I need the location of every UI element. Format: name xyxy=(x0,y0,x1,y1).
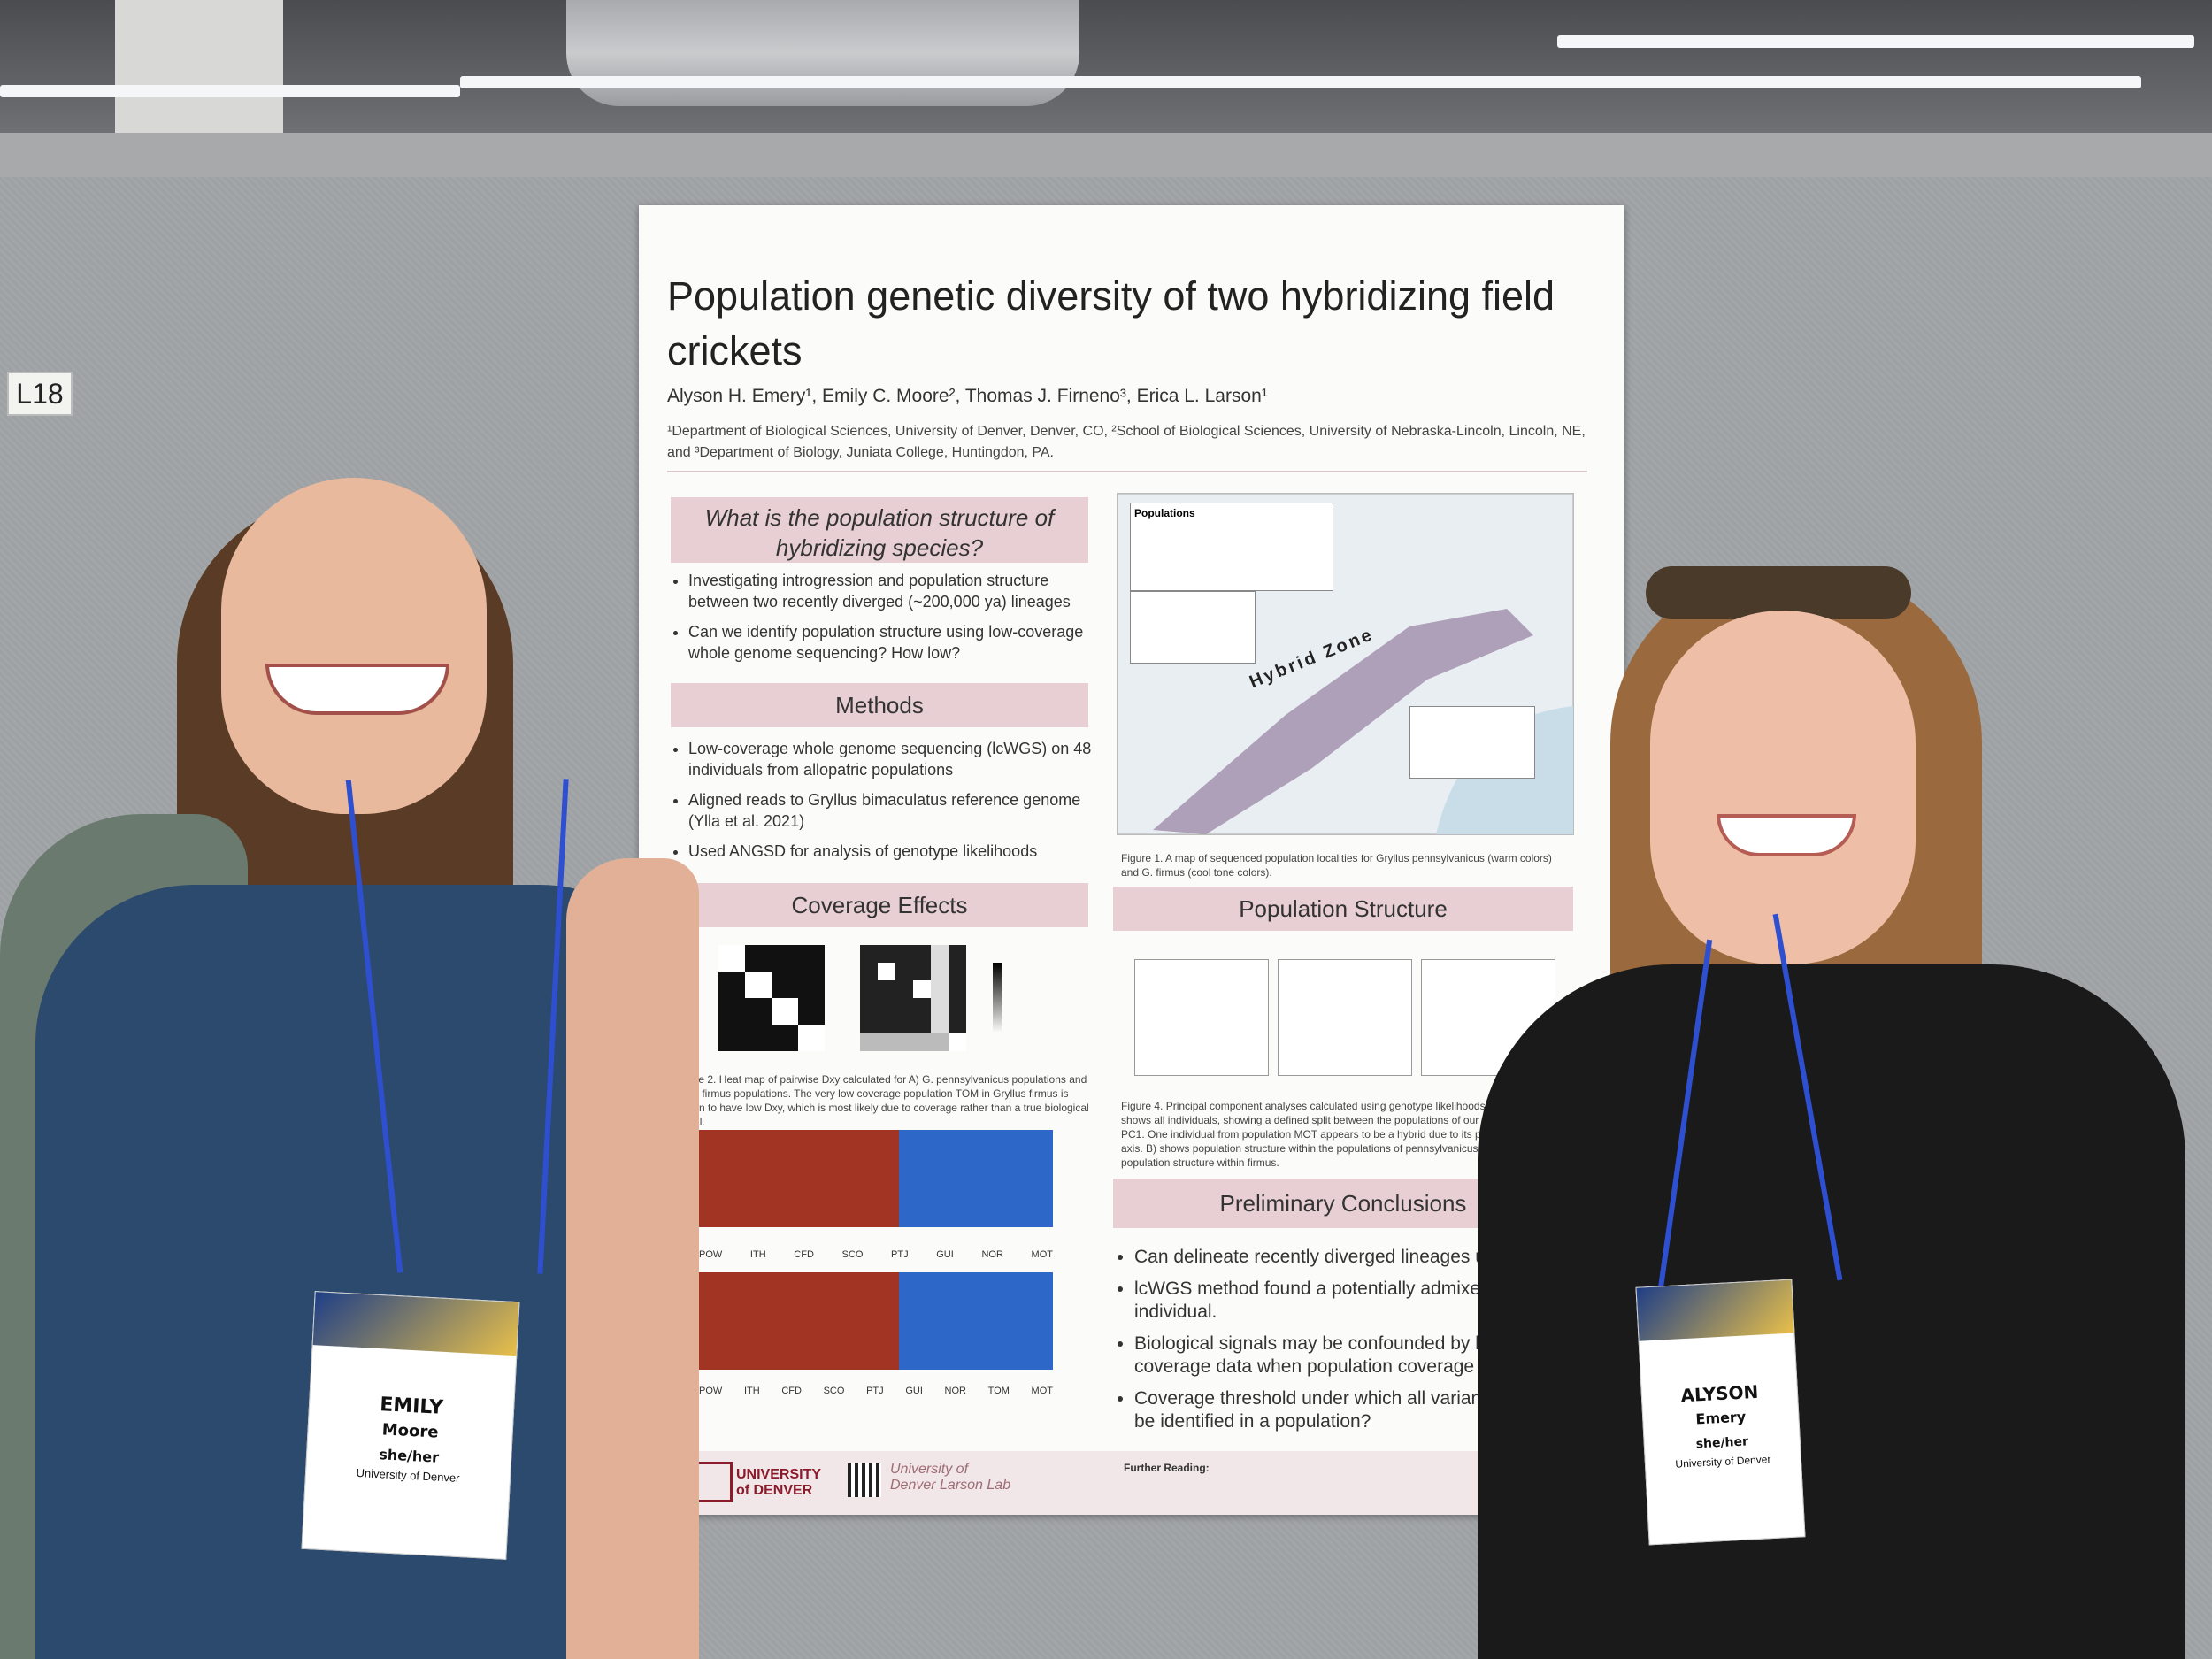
methods-heading: Methods xyxy=(671,683,1088,727)
admix-bar-red xyxy=(699,1272,900,1370)
poster: Population genetic diversity of two hybr… xyxy=(639,205,1624,1515)
pop-labels-bottom: POW ITH CFD SCO PTJ GUI NOR TOM MOT xyxy=(699,1386,1053,1396)
badge-header xyxy=(1636,1279,1794,1341)
cricket-inset-pennsylvanicus xyxy=(1130,591,1256,664)
figure4-caption: Figure 4. Principal component analyses c… xyxy=(1121,1100,1566,1169)
ceiling xyxy=(0,0,2212,133)
name-badge-alyson: ALYSON Emery she/her University of Denve… xyxy=(1635,1279,1806,1546)
pop-label: POW xyxy=(699,1249,723,1260)
list-item: Coverage threshold under which all varia… xyxy=(1134,1387,1577,1433)
hybrid-zone-band xyxy=(1153,609,1533,834)
methods-bullets: Low-coverage whole genome sequencing (lc… xyxy=(671,738,1104,871)
pop-label: POW xyxy=(699,1386,723,1396)
structure-heading: Population Structure xyxy=(1113,887,1573,931)
pop-label: SCO xyxy=(841,1249,864,1260)
black-shirt xyxy=(1478,964,2185,1659)
list-item: Used ANGSD for analysis of genotype like… xyxy=(688,841,1104,862)
list-item: Biological signals may be confounded by … xyxy=(1134,1333,1577,1379)
pop-label: ITH xyxy=(743,1386,760,1396)
figure2-caption: Figure 2. Heat map of pairwise Dxy calcu… xyxy=(674,1073,1089,1128)
admix-bar-blue xyxy=(899,1272,1053,1370)
question-heading: What is the population structure of hybr… xyxy=(671,497,1088,563)
pop-label: NOR xyxy=(981,1249,1003,1260)
poster-authors: Alyson H. Emery¹, Emily C. Moore², Thoma… xyxy=(667,386,1268,406)
list-item: Investigating introgression and populati… xyxy=(688,570,1104,612)
qr-code-icon xyxy=(848,1463,881,1497)
question-bullets: Investigating introgression and populati… xyxy=(671,570,1104,672)
figure1-caption: Figure 1. A map of sequenced population … xyxy=(1121,852,1552,879)
university-name: UNIVERSITY of DENVER xyxy=(736,1467,821,1498)
smile xyxy=(265,664,449,715)
badge-header xyxy=(312,1292,519,1356)
heatmap-a xyxy=(718,945,825,1051)
lab-name: University of Denver Larson Lab xyxy=(890,1462,1011,1493)
pop-label: PTJ xyxy=(891,1249,909,1260)
ceiling-light xyxy=(1557,35,2194,48)
pop-labels-top: POW ITH CFD SCO PTJ GUI NOR MOT xyxy=(699,1249,1053,1260)
divider xyxy=(667,471,1587,472)
board-frame xyxy=(0,133,2212,177)
pop-label: MOT xyxy=(1031,1249,1053,1260)
admix-bar-blue xyxy=(899,1130,1053,1227)
person-right xyxy=(1460,549,2212,1659)
admix-bar-red xyxy=(699,1130,900,1227)
admixture-plot-bottom xyxy=(699,1272,1053,1370)
pop-label: CFD xyxy=(794,1249,814,1260)
pop-label: ITH xyxy=(749,1249,766,1260)
coverage-heading: Coverage Effects xyxy=(671,883,1088,927)
poster-title: Population genetic diversity of two hybr… xyxy=(667,273,1555,373)
legend-title: Populations xyxy=(1134,507,1195,519)
name-badge-emily: EMILY Moore she/her University of Denver xyxy=(301,1291,520,1560)
pillar xyxy=(115,0,283,133)
dxy-heatmaps xyxy=(718,945,1002,1051)
booth-tag: L18 xyxy=(7,372,73,416)
pop-label: MOT xyxy=(1031,1386,1053,1396)
map-legend: Populations xyxy=(1130,503,1333,591)
right-arm xyxy=(566,858,699,1659)
face xyxy=(1650,611,1916,964)
pop-label: GUI xyxy=(905,1386,923,1396)
poster-footer: UNIVERSITY of DENVER University of Denve… xyxy=(639,1451,1624,1515)
person-left xyxy=(0,460,726,1659)
list-item: Low-coverage whole genome sequencing (lc… xyxy=(688,738,1104,780)
pop-label: NOR xyxy=(944,1386,966,1396)
admixture-plot-top xyxy=(699,1130,1053,1227)
heatmap-b xyxy=(860,945,966,1051)
pop-label: PTJ xyxy=(866,1386,884,1396)
list-item: Aligned reads to Gryllus bimaculatus ref… xyxy=(688,789,1104,832)
pop-label: SCO xyxy=(823,1386,845,1396)
population-map: Populations Hybrid Zone xyxy=(1117,493,1574,835)
pop-label: CFD xyxy=(781,1386,802,1396)
ceiling-light xyxy=(0,85,460,97)
face xyxy=(221,478,487,814)
further-reading-label: Further Reading: xyxy=(1124,1462,1210,1474)
poster-affiliations: ¹Department of Biological Sciences, Univ… xyxy=(667,424,1586,460)
pca-plot-a xyxy=(1134,959,1269,1076)
air-duct xyxy=(566,0,1079,106)
smile xyxy=(1717,814,1856,856)
list-item: Can we identify population structure usi… xyxy=(688,621,1104,664)
conclusions-bullets: Can delineate recently diverged lineages… xyxy=(1117,1246,1577,1442)
list-item: lcWGS method found a potentially admixed… xyxy=(1134,1278,1577,1324)
pop-label: GUI xyxy=(936,1249,954,1260)
pca-plot-b xyxy=(1278,959,1412,1076)
pop-label: TOM xyxy=(987,1386,1010,1396)
cricket-inset-firmus xyxy=(1409,706,1535,779)
list-item: Can delineate recently diverged lineages… xyxy=(1134,1246,1577,1269)
ceiling-light xyxy=(460,76,2141,88)
